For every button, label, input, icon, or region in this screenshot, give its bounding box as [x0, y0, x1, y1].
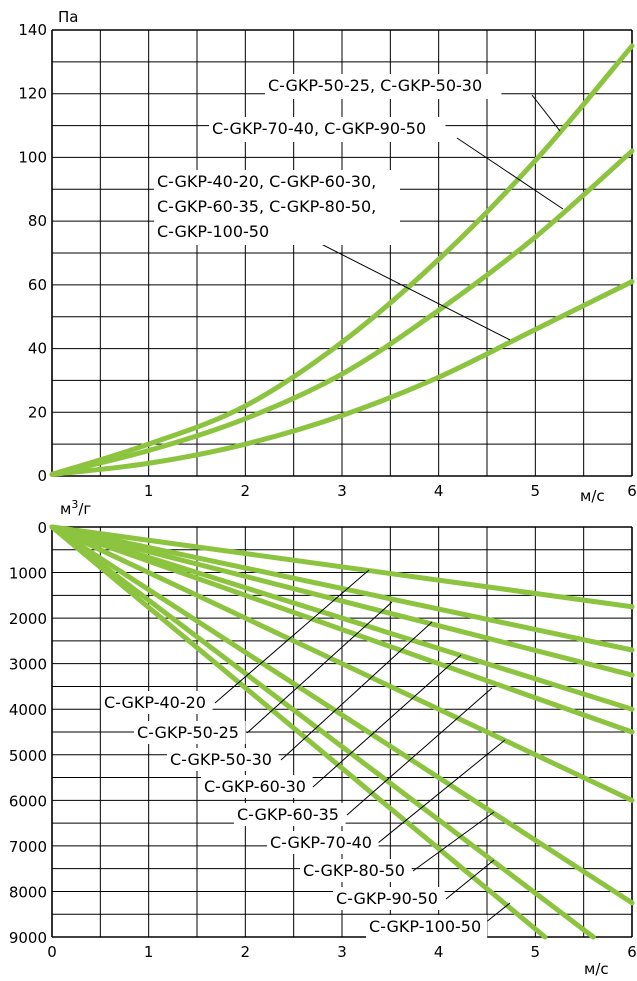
annotation-label-2: C-GKP-70-40, C-GKP-90-50 [212, 119, 426, 138]
y-tick-label: 140 [18, 21, 47, 39]
series-leader-C-GKP-40-20 [214, 569, 370, 704]
x-tick-label: 2 [241, 943, 251, 961]
series-label-C-GKP-90-50: C-GKP-90-50 [336, 889, 438, 908]
series-leader-C-GKP-50-25 [246, 601, 393, 734]
annotation-backdrop [154, 170, 400, 245]
x-tick-label: 0 [47, 943, 57, 961]
y-tick-label: 4000 [9, 701, 47, 719]
y-tick-label: 1000 [9, 565, 47, 583]
series-label-backdrop [134, 721, 246, 744]
series-line-3 [49, 279, 635, 477]
y-tick-label: 2000 [9, 610, 47, 628]
annotation-label-3: C-GKP-40-20, C-GKP-60-30, [157, 172, 376, 191]
annotation-label-3: C-GKP-60-35, C-GKP-80-50, [157, 197, 376, 216]
series-label-C-GKP-60-35: C-GKP-60-35 [237, 805, 339, 824]
x-tick-label: 2 [241, 482, 251, 500]
series-line-C-GKP-40-20 [49, 524, 635, 610]
leader-lines [214, 94, 564, 928]
x-axis-unit: м/с [580, 487, 605, 505]
series-label-backdrop [101, 691, 213, 714]
x-tick-label: 4 [434, 482, 444, 500]
x-tick-label: 3 [337, 482, 347, 500]
series-line-2 [49, 148, 635, 477]
y-tick-label: 5000 [9, 747, 47, 765]
y-tick-label: 9000 [9, 929, 47, 947]
series-label-C-GKP-50-30: C-GKP-50-30 [170, 750, 272, 769]
y-tick-label: 80 [28, 212, 47, 230]
series-line-1 [49, 43, 635, 477]
x-tick-label: 6 [627, 943, 637, 961]
series-label-C-GKP-70-40: C-GKP-70-40 [270, 833, 372, 852]
series-line-C-GKP-50-30 [49, 524, 635, 678]
annotation-label-1: C-GKP-50-25, C-GKP-50-30 [268, 76, 482, 95]
y-tick-label: 60 [28, 276, 47, 294]
series-leader-C-GKP-50-30 [280, 621, 433, 761]
series-label-backdrop [167, 748, 279, 771]
series-label-backdrop [366, 915, 488, 938]
y-tick-label: 8000 [9, 883, 47, 901]
series-label-backdrop [201, 775, 313, 798]
y-tick-label: 20 [28, 403, 47, 421]
series-lines [49, 43, 635, 940]
annotation-backdrop [265, 74, 502, 99]
x-tick-label: 3 [337, 943, 347, 961]
series-label-C-GKP-80-50: C-GKP-80-50 [303, 861, 405, 880]
y-tick-label: 40 [28, 340, 47, 358]
y-tick-label: 0 [37, 519, 47, 537]
series-label-backdrop [234, 803, 346, 826]
x-tick-label: 4 [434, 943, 444, 961]
series-leader-C-GKP-70-40 [377, 739, 506, 844]
series-line-C-GKP-100-50 [49, 524, 548, 940]
annotation-leader-2 [456, 137, 564, 210]
y-tick-label: 0 [37, 467, 47, 485]
y-axis-unit: м3/г [60, 498, 91, 518]
x-tick-label: 1 [144, 482, 154, 500]
y-tick-label: 6000 [9, 792, 47, 810]
series-label-C-GKP-50-25: C-GKP-50-25 [137, 723, 239, 742]
y-tick-label: 7000 [9, 838, 47, 856]
series-line-C-GKP-70-40 [49, 524, 635, 803]
series-line-C-GKP-60-35 [49, 524, 635, 735]
y-tick-label: 100 [18, 148, 47, 166]
y-tick-label: 120 [18, 85, 47, 103]
series-line-C-GKP-90-50 [49, 524, 596, 940]
series-leader-C-GKP-90-50 [445, 859, 495, 900]
series-line-C-GKP-50-25 [49, 524, 635, 653]
y-tick-label: 3000 [9, 656, 47, 674]
y-axis-unit: Па [58, 8, 78, 26]
series-leader-C-GKP-60-30 [312, 654, 462, 788]
series-label-C-GKP-40-20: C-GKP-40-20 [104, 693, 206, 712]
series-leader-C-GKP-80-50 [412, 811, 495, 872]
x-axis-unit: м/с [584, 960, 609, 978]
x-tick-label: 5 [531, 943, 541, 961]
series-line-C-GKP-80-50 [49, 524, 635, 906]
x-tick-label: 6 [627, 482, 637, 500]
annotation-backdrop [209, 117, 446, 142]
annotation-label-3: C-GKP-100-50 [157, 222, 269, 241]
annotation-leader-1 [531, 94, 561, 132]
series-label-backdrop [267, 831, 379, 854]
series-label-backdrop [300, 859, 412, 882]
series-labels: C-GKP-50-25, C-GKP-50-30 C-GKP-70-40, C-G… [101, 74, 502, 938]
x-tick-label: 5 [531, 482, 541, 500]
series-leader-C-GKP-60-35 [346, 687, 493, 816]
series-label-C-GKP-100-50: C-GKP-100-50 [369, 917, 481, 936]
series-label-backdrop [333, 887, 445, 910]
series-line-C-GKP-60-30 [49, 524, 635, 712]
series-label-C-GKP-60-30: C-GKP-60-30 [204, 777, 306, 796]
x-tick-label: 1 [144, 943, 154, 961]
